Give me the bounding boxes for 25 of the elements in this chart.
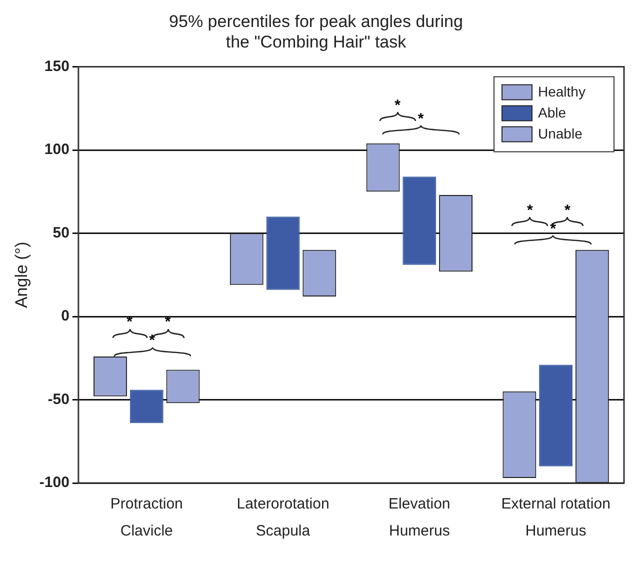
y-tick-label: 150 <box>44 58 70 75</box>
annotation: * <box>418 110 424 128</box>
annotation: * <box>126 314 133 331</box>
bar <box>539 364 573 466</box>
bar <box>266 216 300 290</box>
y-tick-label: -50 <box>48 390 70 408</box>
x-tick-label: Laterorotation Scapula <box>236 496 330 540</box>
y-tick-label: -100 <box>39 474 70 492</box>
chart-title: 95% percentiles for peak angles during the "Combing Hair" task <box>169 12 463 52</box>
annotation: * <box>564 202 570 220</box>
bar <box>402 176 436 265</box>
legend-label: Healthy <box>538 84 586 100</box>
annotation: * <box>164 314 171 331</box>
x-tick-label: Elevation Humerus <box>388 496 450 540</box>
annotation: * <box>394 97 401 114</box>
legend-label: Able <box>538 104 566 121</box>
y-axis-title: Angle (°) <box>12 242 31 308</box>
x-tick-label: Protraction Clavicle <box>110 496 183 540</box>
legend-label: Unable <box>538 126 583 142</box>
bar <box>130 390 164 424</box>
y-tick-label: 0 <box>61 308 70 325</box>
y-tick-label: 100 <box>44 141 70 158</box>
annotation: * <box>526 202 533 220</box>
y-tick-label: 50 <box>52 224 70 242</box>
x-tick-label: External rotation Humerus <box>501 496 610 540</box>
